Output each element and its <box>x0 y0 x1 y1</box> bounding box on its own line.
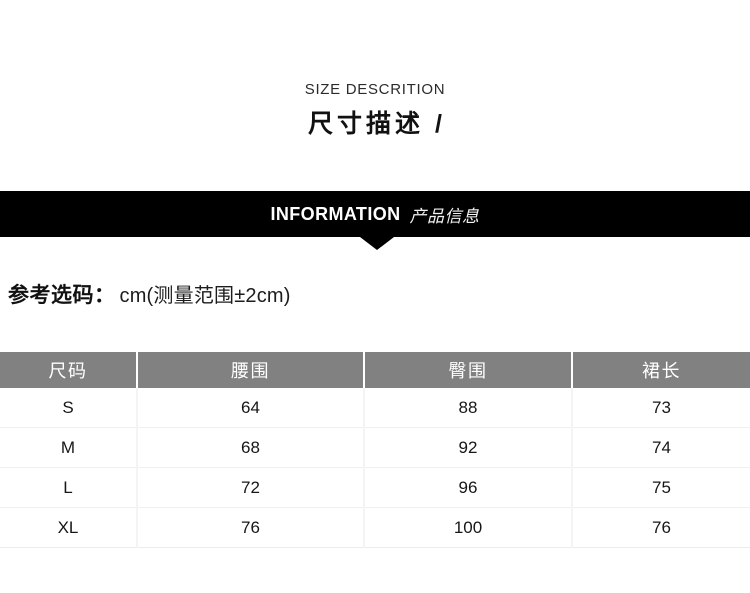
reference-size-value: cm(测量范围±2cm) <box>119 285 291 307</box>
cell-waist: 68 <box>137 427 365 468</box>
cell-hip: 88 <box>364 388 573 428</box>
reference-size-note: 参考选码： cm(测量范围±2cm) <box>8 279 291 309</box>
table-row: L 72 96 75 <box>0 467 750 508</box>
information-banner: INFORMATION 产品信息 <box>0 191 750 237</box>
information-banner-label-en: INFORMATION <box>270 203 401 224</box>
cell-hip: 100 <box>364 507 573 548</box>
cell-size: M <box>0 427 138 468</box>
cell-size: L <box>0 467 138 508</box>
cell-length: 76 <box>572 507 750 548</box>
table-row: XL 76 100 76 <box>0 507 750 548</box>
table-row: M 68 92 74 <box>0 427 750 468</box>
size-chart-table: 尺码 腰围 臀围 裙长 S 64 88 73 M 68 92 74 L 72 <box>0 352 750 548</box>
table-row: S 64 88 73 <box>0 388 750 428</box>
size-chart-header: 尺码 腰围 臀围 裙长 <box>0 352 750 388</box>
cell-waist: 64 <box>137 388 365 428</box>
page-title-eyebrow: SIZE DESCRITION <box>304 81 446 98</box>
triangle-down-icon <box>360 237 394 250</box>
page-title: 尺寸描述 / <box>308 110 446 138</box>
cell-waist: 76 <box>137 507 365 548</box>
size-chart-body: S 64 88 73 M 68 92 74 L 72 96 75 XL 76 1… <box>0 388 750 548</box>
cell-waist: 72 <box>137 467 365 508</box>
reference-size-label: 参考选码： <box>8 284 116 307</box>
page-title-block: SIZE DESCRITION 尺寸描述 / <box>0 80 750 140</box>
information-banner-label-cn: 产品信息 <box>409 206 480 226</box>
cell-hip: 96 <box>364 467 573 508</box>
cell-length: 73 <box>572 388 750 428</box>
cell-length: 75 <box>572 467 750 508</box>
column-header-size: 尺码 <box>0 352 138 388</box>
column-header-length: 裙长 <box>572 352 750 388</box>
table-header-row: 尺码 腰围 臀围 裙长 <box>0 352 750 388</box>
cell-size: S <box>0 388 138 428</box>
column-header-hip: 臀围 <box>364 352 573 388</box>
cell-size: XL <box>0 507 138 548</box>
column-header-waist: 腰围 <box>137 352 365 388</box>
cell-length: 74 <box>572 427 750 468</box>
cell-hip: 92 <box>364 427 573 468</box>
